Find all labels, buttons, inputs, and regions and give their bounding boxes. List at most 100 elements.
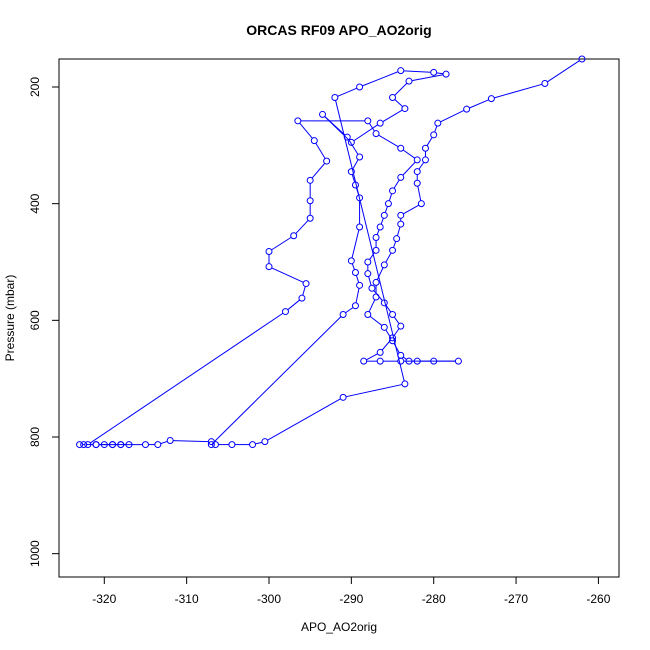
data-point (373, 247, 379, 253)
data-point (406, 78, 412, 84)
data-point (455, 358, 461, 364)
data-point (373, 279, 379, 285)
series-segment (377, 230, 379, 235)
data-point (385, 201, 391, 207)
data-point (365, 259, 371, 265)
series-segment (288, 300, 300, 310)
data-point (435, 120, 441, 126)
series-segment (381, 218, 383, 224)
data-point (262, 439, 268, 445)
data-point (352, 270, 358, 276)
data-point (464, 106, 470, 112)
data-point (155, 442, 161, 448)
data-point (377, 349, 383, 355)
data-point (398, 358, 404, 364)
x-axis: -320 -310 -300 -290 -280 -270 -260 (92, 577, 610, 606)
series-segment (354, 125, 378, 141)
series-segment (419, 162, 424, 169)
series-lines (83, 61, 580, 445)
data-point (357, 224, 363, 230)
data-point (365, 271, 371, 277)
data-point (307, 177, 313, 183)
x-tick-label: -280 (422, 592, 446, 606)
series-segment (403, 205, 418, 214)
data-point (390, 247, 396, 253)
data-point (443, 71, 449, 77)
series-segment (404, 71, 431, 72)
data-point (390, 312, 396, 318)
series-segment (346, 385, 402, 397)
series-segment (255, 442, 262, 444)
series-segment (213, 317, 340, 443)
series-segment (370, 316, 382, 325)
series-segment (385, 206, 387, 212)
data-point (357, 154, 363, 160)
data-point (142, 442, 148, 448)
series-segment (441, 110, 464, 121)
y-tick-label: 1000 (28, 540, 42, 567)
data-point (381, 212, 387, 218)
data-point (398, 145, 404, 151)
data-point (340, 312, 346, 318)
series-segment (90, 313, 283, 443)
series-segment (386, 253, 391, 262)
x-tick-label: -310 (175, 592, 199, 606)
data-point (357, 282, 363, 288)
data-point (348, 258, 354, 264)
data-point (414, 169, 420, 175)
series-segment (369, 300, 375, 312)
data-point (320, 111, 326, 117)
y-tick-label: 600 (28, 310, 42, 330)
data-point (414, 180, 420, 186)
data-point (377, 358, 383, 364)
series-segment (352, 230, 359, 258)
data-point (307, 198, 313, 204)
data-point (418, 201, 424, 207)
series-segment (346, 307, 353, 312)
data-point (422, 157, 428, 163)
series-segment (437, 73, 443, 74)
series-segment (349, 140, 358, 155)
data-point (361, 358, 367, 364)
data-point (344, 134, 350, 140)
series-segment (389, 194, 391, 201)
data-point (167, 438, 173, 444)
data-point (398, 174, 404, 180)
data-point (266, 264, 272, 270)
data-point (398, 221, 404, 227)
data-point (365, 312, 371, 318)
data-point (422, 145, 428, 151)
data-point (307, 215, 313, 221)
data-point (381, 324, 387, 330)
series-segment (356, 275, 358, 282)
series-segment (369, 277, 371, 286)
data-point (229, 442, 235, 448)
data-point (324, 158, 330, 164)
data-point (398, 68, 404, 74)
data-point (373, 294, 379, 300)
data-point (266, 249, 272, 255)
series-segment (379, 135, 399, 147)
data-point (398, 352, 404, 358)
data-point (299, 295, 305, 301)
series-segment (296, 220, 308, 233)
series-segment (300, 123, 313, 138)
x-tick-label: -300 (257, 592, 281, 606)
series-segment (394, 180, 399, 188)
series-segment (394, 317, 399, 324)
data-point (398, 323, 404, 329)
series-segment (435, 126, 437, 132)
series-segment (353, 160, 358, 169)
data-point (414, 157, 420, 163)
series-segment (427, 137, 432, 145)
y-axis: 200 400 600 800 1000 (28, 77, 59, 567)
data-point (365, 118, 371, 124)
series-segment (161, 441, 168, 443)
data-point (352, 303, 358, 309)
data-point (93, 442, 99, 448)
series-segment (366, 354, 377, 360)
data-point (390, 95, 396, 101)
series-segment (403, 162, 415, 175)
series-segment (394, 329, 399, 336)
